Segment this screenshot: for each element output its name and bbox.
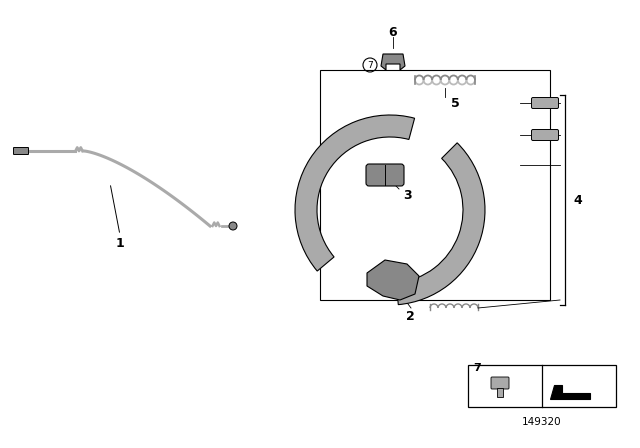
FancyBboxPatch shape xyxy=(491,377,509,389)
FancyBboxPatch shape xyxy=(468,365,616,407)
Polygon shape xyxy=(550,385,590,399)
Text: 6: 6 xyxy=(388,26,397,39)
Polygon shape xyxy=(381,54,405,70)
FancyBboxPatch shape xyxy=(531,98,559,108)
FancyBboxPatch shape xyxy=(13,147,29,155)
FancyBboxPatch shape xyxy=(531,129,559,141)
Text: 7: 7 xyxy=(367,60,373,69)
Text: 3: 3 xyxy=(403,189,412,202)
Text: 1: 1 xyxy=(116,237,124,250)
Text: 5: 5 xyxy=(451,96,460,109)
Circle shape xyxy=(229,222,237,230)
FancyBboxPatch shape xyxy=(366,164,404,186)
Text: 2: 2 xyxy=(406,310,414,323)
Polygon shape xyxy=(367,260,419,300)
Wedge shape xyxy=(396,143,485,305)
Wedge shape xyxy=(295,115,415,271)
Text: 4: 4 xyxy=(573,194,582,207)
FancyBboxPatch shape xyxy=(497,388,503,397)
Text: 149320: 149320 xyxy=(522,417,562,427)
Text: 7: 7 xyxy=(473,363,481,373)
